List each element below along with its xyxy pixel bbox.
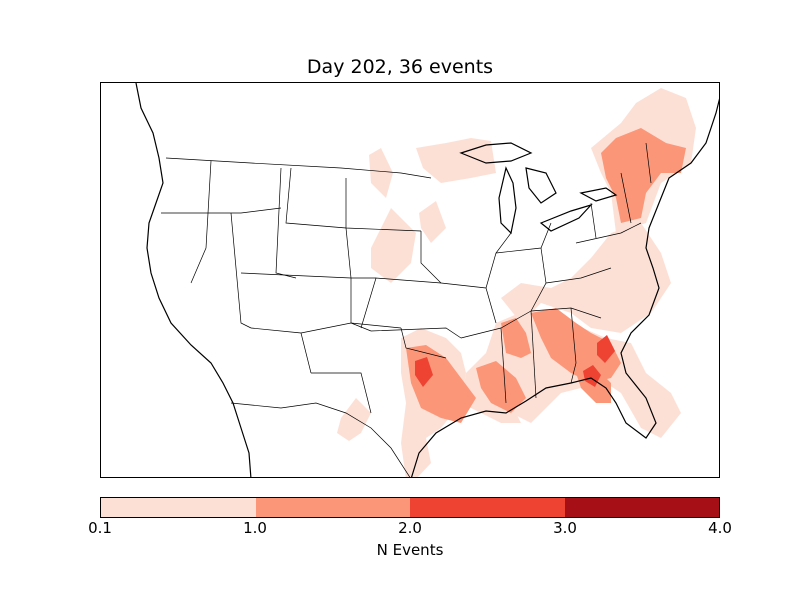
map-svg: [135, 83, 719, 477]
border-mexico: [230, 402, 411, 477]
fill-region-east-coast: [501, 223, 671, 333]
lake-superior: [459, 142, 533, 164]
fill-region-mn: [419, 201, 446, 243]
colorbar-segment-4: [564, 498, 719, 517]
colorbar-tick-label: 0.1: [88, 519, 112, 537]
fill-region-sw-texas: [337, 398, 371, 441]
lake-erie: [539, 203, 593, 232]
map-area: [100, 82, 720, 478]
state-boundaries: [161, 142, 652, 477]
lake-huron: [525, 167, 557, 204]
colorbar-tick-label: 4.0: [708, 519, 732, 537]
fill-mid-louisiana: [476, 361, 526, 413]
fill-mid-alabama: [501, 318, 531, 358]
colorbar-tick-label: 1.0: [243, 519, 267, 537]
fill-high-oklahoma: [415, 357, 433, 387]
fill-mid-carolinas: [531, 308, 621, 383]
coastline-pacific: [135, 83, 252, 477]
fill-high-georgia: [597, 335, 615, 363]
fill-region-ne-ia: [371, 208, 416, 283]
fill-region-wi: [416, 138, 496, 183]
colorbar-segment-1: [101, 498, 256, 517]
lake-ontario: [579, 187, 618, 202]
colorbar-tick-label: 3.0: [553, 519, 577, 537]
border-canada: [165, 157, 432, 179]
colorbar-segment-2: [255, 498, 410, 517]
lake-michigan: [498, 166, 517, 235]
map-title: Day 202, 36 events: [306, 56, 494, 78]
coastline-gulf-atlantic: [410, 98, 719, 477]
colorbar-label: N Events: [376, 541, 444, 559]
fill-region-nd-mn: [369, 148, 393, 198]
colorbar-segment-3: [410, 498, 565, 517]
colorbar-tick-label: 2.0: [398, 519, 422, 537]
colorbar: [100, 497, 720, 518]
fill-mid-newengland: [601, 128, 686, 223]
